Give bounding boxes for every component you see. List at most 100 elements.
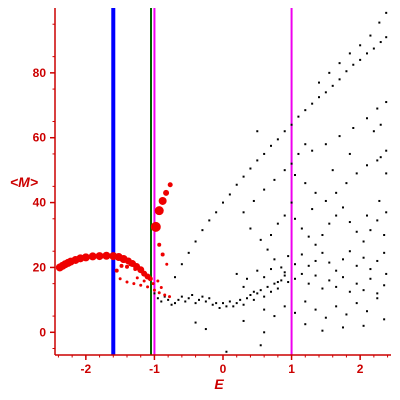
black-point-23 <box>232 305 235 308</box>
black-point-76 <box>359 44 362 47</box>
black-point-71 <box>385 36 388 39</box>
y-tick-label-3: 60 <box>33 131 47 145</box>
black-point-142 <box>362 256 365 259</box>
red-point-48 <box>133 267 138 272</box>
black-point-79 <box>385 11 388 14</box>
black-point-107 <box>270 234 272 237</box>
black-point-139 <box>342 258 344 261</box>
black-point-126 <box>378 199 381 202</box>
black-point-74 <box>338 62 341 65</box>
black-point-82 <box>324 143 327 146</box>
red-point-41 <box>135 276 139 280</box>
black-point-38 <box>283 274 286 277</box>
black-point-56 <box>283 130 286 133</box>
black-point-34 <box>270 290 272 293</box>
black-point-53 <box>263 152 266 155</box>
red-point-34 <box>132 282 136 286</box>
black-point-149 <box>256 269 259 272</box>
y-tick-label-4: 80 <box>33 66 47 80</box>
black-point-147 <box>235 272 238 275</box>
black-point-174 <box>304 300 307 303</box>
black-point-45 <box>208 219 211 222</box>
black-point-97 <box>294 174 296 177</box>
black-point-170 <box>263 308 266 311</box>
black-point-124 <box>385 211 388 214</box>
black-point-86 <box>376 107 379 110</box>
black-point-11 <box>191 294 194 297</box>
black-point-138 <box>335 269 338 272</box>
black-point-116 <box>335 214 338 217</box>
red-point-25 <box>167 182 173 188</box>
black-point-89 <box>379 123 382 126</box>
black-point-5 <box>170 303 173 306</box>
black-point-152 <box>276 281 279 284</box>
red-point-42 <box>142 279 146 283</box>
black-point-188 <box>263 331 266 334</box>
black-point-14 <box>201 295 204 298</box>
x-tick-label-4: 2 <box>357 362 364 376</box>
black-point-78 <box>378 21 381 24</box>
red-point-39 <box>163 293 167 297</box>
black-point-12 <box>194 302 197 305</box>
x-tick-label-3: 1 <box>288 362 295 376</box>
black-point-22 <box>228 300 231 303</box>
black-point-25 <box>239 298 242 301</box>
black-point-13 <box>198 298 200 301</box>
black-point-57 <box>290 123 293 126</box>
black-point-121 <box>369 229 372 232</box>
black-point-32 <box>263 295 266 298</box>
black-point-36 <box>276 287 279 290</box>
black-point-70 <box>379 41 382 44</box>
black-point-1 <box>156 297 159 300</box>
black-point-10 <box>187 297 190 300</box>
black-point-33 <box>266 285 269 288</box>
black-point-148 <box>246 277 248 280</box>
black-point-193 <box>290 162 293 165</box>
black-point-98 <box>304 182 307 185</box>
black-point-83 <box>338 135 341 138</box>
black-point-81 <box>311 149 314 152</box>
black-point-178 <box>345 313 348 316</box>
black-point-191 <box>242 319 245 322</box>
black-point-132 <box>294 263 296 266</box>
black-point-163 <box>355 282 358 285</box>
black-point-179 <box>355 302 358 305</box>
red-point-40 <box>168 295 172 299</box>
black-point-28 <box>249 294 252 297</box>
black-point-27 <box>246 297 248 300</box>
black-point-39 <box>287 281 290 284</box>
black-point-187 <box>362 324 365 327</box>
y-tick-label-1: 20 <box>33 260 47 274</box>
black-point-157 <box>314 274 317 277</box>
black-point-24 <box>235 302 238 305</box>
black-point-160 <box>335 285 338 288</box>
black-point-19 <box>218 306 221 309</box>
red-point-45 <box>159 286 163 290</box>
black-point-55 <box>276 138 279 141</box>
black-point-35 <box>273 282 276 285</box>
red-point-38 <box>157 291 161 295</box>
black-point-62 <box>324 91 327 94</box>
black-point-146 <box>385 272 388 275</box>
black-point-47 <box>222 201 224 204</box>
red-point-31 <box>114 268 119 273</box>
red-point-46 <box>121 258 126 263</box>
black-point-54 <box>270 144 272 147</box>
black-point-93 <box>252 199 255 202</box>
black-point-114 <box>321 234 324 237</box>
black-point-177 <box>335 305 338 308</box>
black-point-40 <box>174 276 176 279</box>
red-point-37 <box>152 288 156 292</box>
red-point-20 <box>147 276 153 282</box>
black-point-46 <box>215 211 218 214</box>
black-point-68 <box>366 52 368 55</box>
red-point-28 <box>165 262 169 266</box>
black-point-67 <box>359 58 362 61</box>
black-point-26 <box>242 303 245 306</box>
black-point-49 <box>235 183 238 186</box>
black-point-153 <box>283 271 286 274</box>
black-point-133 <box>300 253 303 256</box>
black-point-158 <box>321 287 324 290</box>
